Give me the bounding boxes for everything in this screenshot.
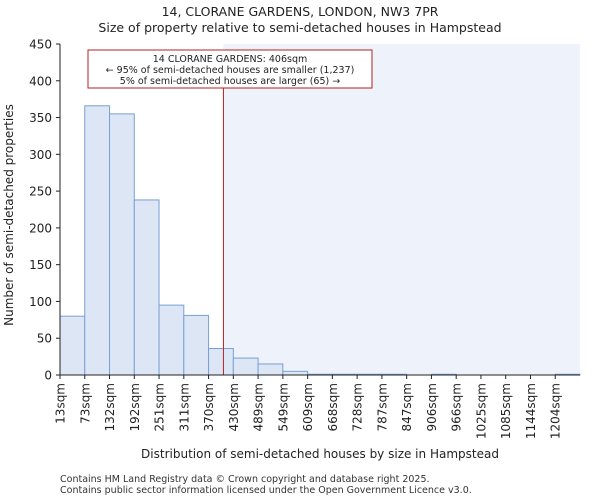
x-tick-label-549sqm: 549sqm — [276, 383, 290, 431]
x-axis-label: Distribution of semi-detached houses by … — [141, 447, 499, 461]
bar-13sqm — [59, 315, 86, 376]
x-tick-label-1085sqm: 1085sqm — [499, 383, 513, 439]
x-tick-label-73sqm: 73sqm — [78, 383, 92, 424]
x-tick-label-13sqm: 13sqm — [54, 383, 68, 424]
annotation-line-3: 5% of semi-detached houses are larger (6… — [120, 76, 340, 87]
y-tick-label-300: 300 — [29, 148, 52, 162]
x-tick-label-370sqm: 370sqm — [202, 383, 216, 431]
annotation-box — [87, 49, 373, 89]
x-tick-label-787sqm: 787sqm — [375, 383, 389, 431]
y-tick-label-400: 400 — [29, 74, 52, 88]
x-tick-label-132sqm: 132sqm — [103, 383, 117, 431]
x-tick-label-966sqm: 966sqm — [450, 383, 464, 431]
x-tick-label-728sqm: 728sqm — [351, 383, 365, 431]
x-tick-label-311sqm: 311sqm — [177, 383, 191, 431]
y-tick-label-250: 250 — [29, 185, 52, 199]
bar-311sqm — [183, 314, 210, 376]
bar-73sqm — [84, 105, 111, 376]
bar-430sqm — [232, 357, 259, 376]
y-tick-label-450: 450 — [29, 38, 52, 52]
x-tick-label-668sqm: 668sqm — [326, 383, 340, 431]
annotation-line-1: 14 CLORANE GARDENS: 406sqm — [153, 54, 308, 65]
x-tick-label-1025sqm: 1025sqm — [474, 383, 488, 439]
y-tick-label-150: 150 — [29, 258, 52, 272]
y-tick-label-100: 100 — [29, 295, 52, 309]
bar-370sqm — [208, 348, 234, 376]
bar-489sqm — [257, 363, 284, 376]
chart-subtitle: Size of property relative to semi-detach… — [98, 20, 501, 35]
bar-132sqm — [109, 113, 135, 376]
x-tick-label-1144sqm: 1144sqm — [524, 383, 538, 439]
y-axis-label: Number of semi-detached properties — [2, 104, 16, 326]
x-tick-label-489sqm: 489sqm — [252, 383, 266, 431]
y-tick-label-0: 0 — [44, 369, 52, 383]
x-tick-label-906sqm: 906sqm — [425, 383, 439, 431]
bar-192sqm — [133, 199, 160, 376]
bar-251sqm — [158, 304, 185, 376]
x-tick-label-847sqm: 847sqm — [400, 383, 414, 431]
y-tick-label-200: 200 — [29, 221, 52, 235]
x-tick-label-192sqm: 192sqm — [128, 383, 142, 431]
footer-line-2: Contains public sector information licen… — [60, 485, 472, 496]
x-tick-label-251sqm: 251sqm — [153, 383, 167, 431]
x-tick-label-609sqm: 609sqm — [301, 383, 315, 431]
x-tick-label-1204sqm: 1204sqm — [549, 383, 563, 439]
larger-region-shade — [223, 44, 580, 375]
chart-title: 14, CLORANE GARDENS, LONDON, NW3 7PR — [162, 4, 439, 19]
footer-line-1: Contains HM Land Registry data © Crown c… — [60, 474, 430, 485]
y-tick-label-350: 350 — [29, 111, 52, 125]
annotation-line-2: ← 95% of semi-detached houses are smalle… — [106, 65, 355, 76]
property-annotation: 14 CLORANE GARDENS: 406sqm ← 95% of semi… — [87, 49, 373, 89]
bar-549sqm — [282, 370, 309, 376]
attribution-footer: Contains HM Land Registry data © Crown c… — [60, 474, 472, 496]
x-tick-label-430sqm: 430sqm — [227, 383, 241, 431]
y-tick-label-50: 50 — [37, 332, 52, 346]
